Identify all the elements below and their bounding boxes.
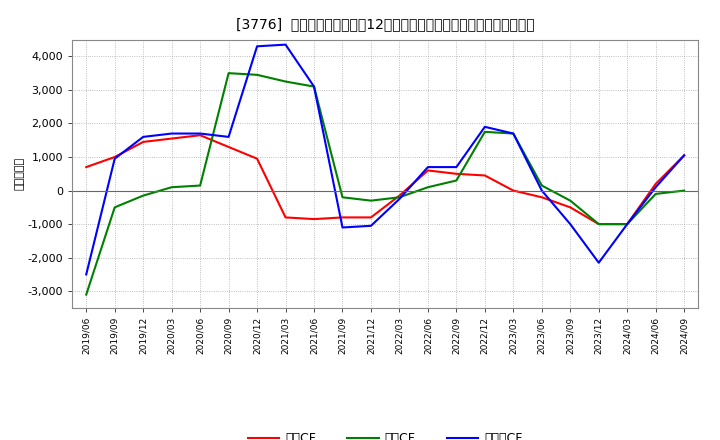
フリーCF xyxy=(680,153,688,158)
Line: 営業CF: 営業CF xyxy=(86,135,684,224)
投資CF xyxy=(395,194,404,200)
投資CF xyxy=(566,198,575,203)
フリーCF xyxy=(366,223,375,228)
営業CF xyxy=(566,205,575,210)
フリーCF xyxy=(139,134,148,139)
Legend: 営業CF, 投資CF, フリーCF: 営業CF, 投資CF, フリーCF xyxy=(243,427,528,440)
投資CF xyxy=(139,193,148,198)
フリーCF xyxy=(423,165,432,170)
営業CF xyxy=(395,193,404,198)
投資CF xyxy=(282,79,290,84)
営業CF xyxy=(167,136,176,141)
フリーCF xyxy=(282,42,290,47)
Line: 投資CF: 投資CF xyxy=(86,73,684,295)
営業CF xyxy=(595,221,603,227)
フリーCF xyxy=(225,134,233,139)
営業CF xyxy=(110,154,119,160)
投資CF xyxy=(623,221,631,227)
営業CF xyxy=(423,168,432,173)
フリーCF xyxy=(110,156,119,161)
Title: [3776]  キャッシュフローの12か月移動合計の対前年同期増減額の推移: [3776] キャッシュフローの12か月移動合計の対前年同期増減額の推移 xyxy=(236,18,534,32)
投資CF xyxy=(196,183,204,188)
フリーCF xyxy=(595,260,603,265)
投資CF xyxy=(253,72,261,77)
投資CF xyxy=(480,129,489,135)
Y-axis label: （百万円）: （百万円） xyxy=(14,157,24,191)
投資CF xyxy=(225,70,233,76)
営業CF xyxy=(225,144,233,150)
投資CF xyxy=(338,194,347,200)
投資CF xyxy=(452,178,461,183)
営業CF xyxy=(623,221,631,227)
フリーCF xyxy=(452,165,461,170)
フリーCF xyxy=(196,131,204,136)
フリーCF xyxy=(338,225,347,230)
投資CF xyxy=(310,84,318,89)
投資CF xyxy=(82,292,91,297)
投資CF xyxy=(537,183,546,188)
フリーCF xyxy=(509,131,518,136)
営業CF xyxy=(366,215,375,220)
営業CF xyxy=(509,188,518,193)
投資CF xyxy=(167,185,176,190)
営業CF xyxy=(310,216,318,222)
投資CF xyxy=(652,191,660,197)
フリーCF xyxy=(310,84,318,89)
営業CF xyxy=(282,215,290,220)
フリーCF xyxy=(623,221,631,227)
フリーCF xyxy=(82,272,91,277)
営業CF xyxy=(652,181,660,187)
フリーCF xyxy=(537,188,546,193)
営業CF xyxy=(480,173,489,178)
フリーCF xyxy=(566,221,575,227)
フリーCF xyxy=(480,124,489,129)
投資CF xyxy=(680,188,688,193)
投資CF xyxy=(595,221,603,227)
営業CF xyxy=(139,139,148,145)
営業CF xyxy=(537,194,546,200)
Line: フリーCF: フリーCF xyxy=(86,44,684,275)
営業CF xyxy=(82,165,91,170)
営業CF xyxy=(338,215,347,220)
投資CF xyxy=(366,198,375,203)
営業CF xyxy=(452,171,461,176)
フリーCF xyxy=(395,196,404,202)
営業CF xyxy=(680,153,688,158)
営業CF xyxy=(196,132,204,138)
営業CF xyxy=(253,156,261,161)
フリーCF xyxy=(652,185,660,190)
フリーCF xyxy=(167,131,176,136)
投資CF xyxy=(509,131,518,136)
投資CF xyxy=(423,185,432,190)
フリーCF xyxy=(253,44,261,49)
投資CF xyxy=(110,205,119,210)
